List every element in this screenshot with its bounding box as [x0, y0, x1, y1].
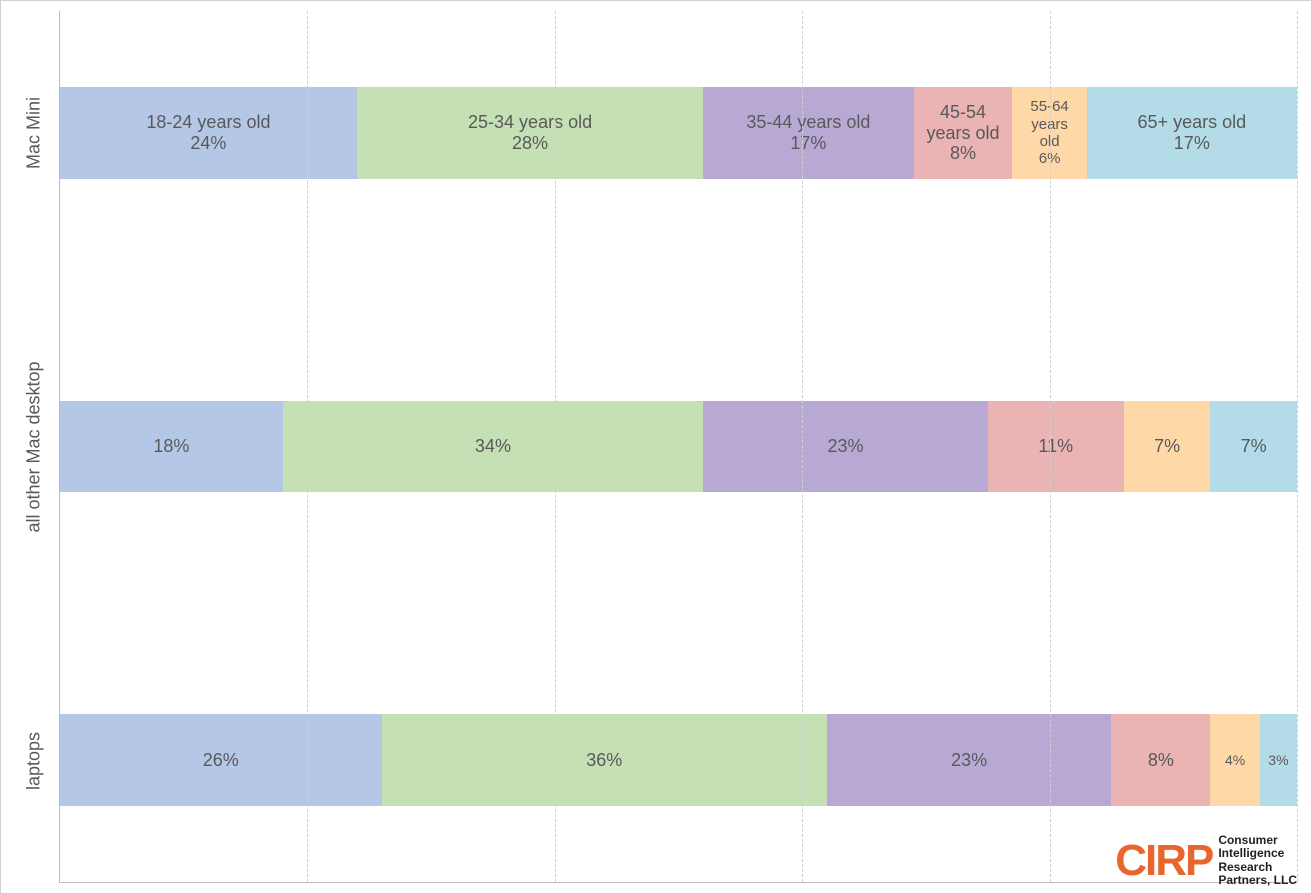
- chart-area: Mac Mini all other Mac desktop laptops 18-…: [9, 11, 1297, 883]
- segment-label: 23%: [951, 750, 987, 771]
- segment-laptops-25-34: 36%: [382, 714, 827, 805]
- segment-label: 3%: [1268, 752, 1288, 768]
- chart-frame: Mac Mini all other Mac desktop laptops 18-…: [0, 0, 1312, 894]
- gridline: [1050, 11, 1051, 882]
- segment-label: 26%: [203, 750, 239, 771]
- cirp-logo-mark: CIRP: [1115, 843, 1212, 878]
- segment-other_desktop-18-24: 18%: [60, 401, 283, 492]
- cirp-logo-text: Consumer Intelligence Research Partners,…: [1218, 834, 1297, 887]
- segment-label: 65+ years old17%: [1138, 112, 1247, 153]
- segment-label: 11%: [1038, 436, 1073, 457]
- cirp-logo: CIRP Consumer Intelligence Research Part…: [1115, 834, 1297, 887]
- segment-label: 18-24 years old24%: [146, 112, 270, 153]
- y-axis-label-other_desktop: all other Mac desktop: [24, 361, 45, 532]
- plot-area: 18-24 years old24% 25-34 years old28% 35-4…: [59, 11, 1297, 883]
- segment-laptops-65+: 3%: [1260, 714, 1297, 805]
- segment-label: 36%: [586, 750, 622, 771]
- bars-layer: 18-24 years old24% 25-34 years old28% 35-4…: [60, 11, 1297, 882]
- segment-label: 45-54years old8%: [926, 102, 999, 164]
- segment-label: 18%: [153, 436, 189, 457]
- segment-label: 4%: [1225, 752, 1245, 768]
- segment-mac_mini-35-44: 35-44 years old17%: [703, 87, 913, 178]
- logo-line-2: Research: [1218, 861, 1297, 874]
- segment-other_desktop-25-34: 34%: [283, 401, 704, 492]
- segment-other_desktop-65+: 7%: [1210, 401, 1297, 492]
- bar-row-laptops: 26% 36% 23% 8% 4% 3%: [60, 714, 1297, 805]
- segment-label: 8%: [1148, 750, 1174, 771]
- y-axis-label-laptops: laptops: [24, 732, 45, 790]
- segment-label: 7%: [1241, 436, 1267, 457]
- segment-laptops-45-54: 8%: [1111, 714, 1210, 805]
- logo-line-1: Intelligence: [1218, 847, 1297, 860]
- segment-other_desktop-45-54: 11%: [988, 401, 1124, 492]
- segment-label: 25-34 years old28%: [468, 112, 592, 153]
- gridline: [802, 11, 803, 882]
- bar-row-other_desktop: 18% 34% 23% 11% 7% 7%: [60, 401, 1297, 492]
- segment-label: 35-44 years old17%: [746, 112, 870, 153]
- segment-label: 23%: [827, 436, 863, 457]
- segment-laptops-55-64: 4%: [1210, 714, 1259, 805]
- segment-laptops-18-24: 26%: [60, 714, 382, 805]
- gridline: [307, 11, 308, 882]
- segment-mac_mini-65+: 65+ years old17%: [1087, 87, 1297, 178]
- segment-other_desktop-55-64: 7%: [1124, 401, 1211, 492]
- gridline: [555, 11, 556, 882]
- gridline: [1297, 11, 1298, 882]
- y-axis: Mac Mini all other Mac desktop laptops: [9, 11, 59, 883]
- segment-other_desktop-35-44: 23%: [703, 401, 988, 492]
- segment-mac_mini-25-34: 25-34 years old28%: [357, 87, 703, 178]
- logo-line-3: Partners, LLC: [1218, 874, 1297, 887]
- y-axis-label-mac_mini: Mac Mini: [24, 97, 45, 169]
- segment-mac_mini-18-24: 18-24 years old24%: [60, 87, 357, 178]
- segment-label: 34%: [475, 436, 511, 457]
- segment-laptops-35-44: 23%: [827, 714, 1112, 805]
- segment-label: 7%: [1154, 436, 1180, 457]
- bar-row-mac_mini: 18-24 years old24% 25-34 years old28% 35-4…: [60, 87, 1297, 178]
- segment-mac_mini-45-54: 45-54years old8%: [914, 87, 1013, 178]
